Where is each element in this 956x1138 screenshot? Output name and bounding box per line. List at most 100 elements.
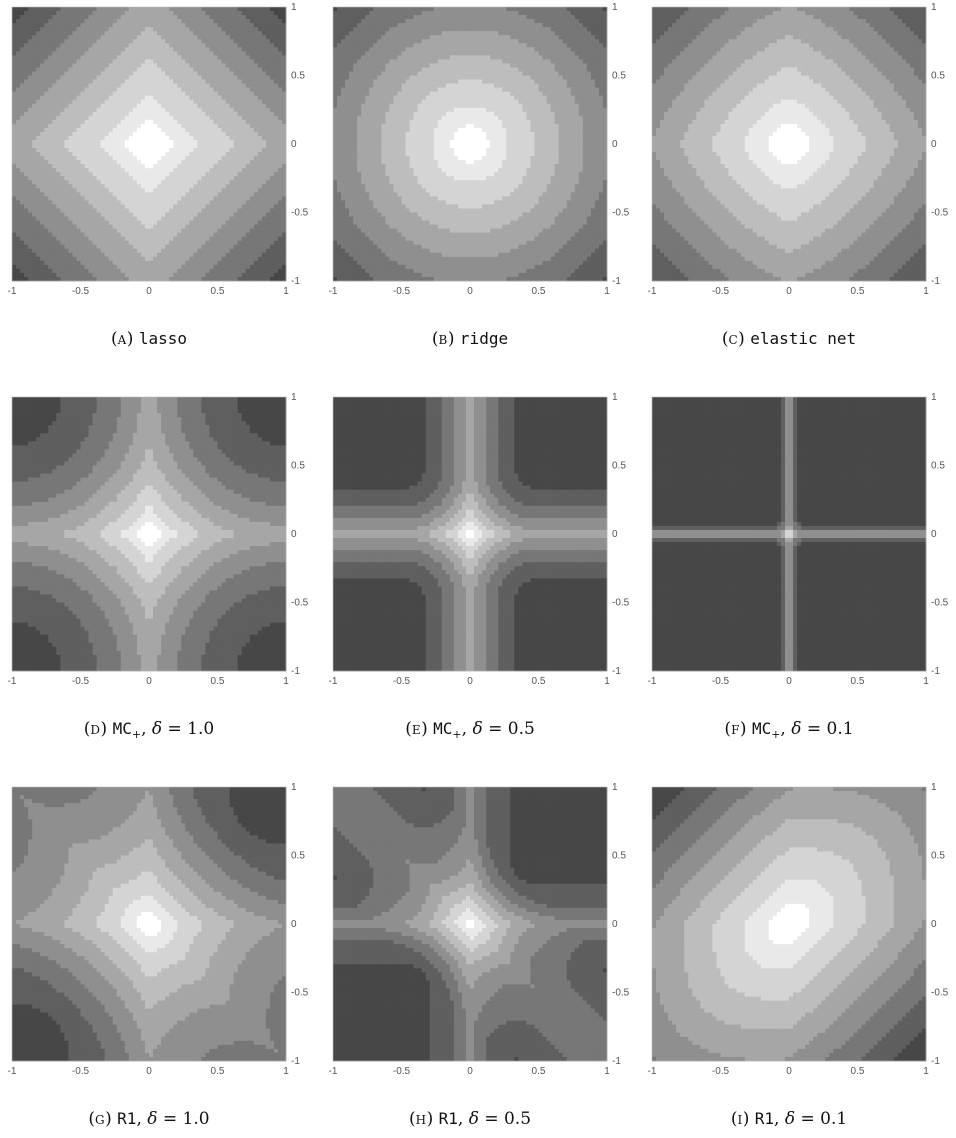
heatmap-cell: [72, 39, 76, 43]
heatmap-cell: [169, 7, 173, 11]
heatmap-cell: [40, 96, 44, 100]
heatmap-cell: [44, 140, 48, 144]
heatmap-cell: [246, 59, 250, 63]
heatmap-cell: [85, 35, 89, 39]
heatmap-cell: [157, 116, 161, 120]
heatmap-cell: [218, 168, 222, 172]
heatmap-cell: [129, 168, 133, 172]
heatmap-cell: [165, 27, 169, 31]
heatmap-cell: [193, 148, 197, 152]
heatmap-cell: [266, 176, 270, 180]
heatmap-cell: [109, 152, 113, 156]
heatmap-cell: [278, 136, 282, 140]
heatmap-cell: [85, 80, 89, 84]
heatmap-cell: [125, 88, 129, 92]
heatmap-cell: [32, 67, 36, 71]
heatmap-cell: [85, 59, 89, 63]
heatmap-cell: [89, 80, 93, 84]
heatmap-cell: [101, 43, 105, 47]
heatmap-cell: [266, 108, 270, 112]
heatmap-cell: [209, 11, 213, 15]
heatmap-cell: [16, 23, 20, 27]
heatmap-cell: [238, 23, 242, 27]
heatmap-cell: [262, 35, 266, 39]
heatmap-cell: [109, 39, 113, 43]
heatmap-cell: [149, 88, 153, 92]
heatmap-cell: [24, 156, 28, 160]
heatmap-cell: [193, 71, 197, 75]
heatmap-cell: [230, 108, 234, 112]
heatmap-cell: [137, 63, 141, 67]
heatmap-cell: [274, 168, 278, 172]
heatmap-cell: [169, 104, 173, 108]
heatmap-cell: [278, 164, 282, 168]
heatmap-cell: [52, 148, 56, 152]
heatmap-cell: [165, 100, 169, 104]
heatmap-cell: [222, 148, 226, 152]
heatmap-cell: [254, 108, 258, 112]
heatmap-cell: [125, 7, 129, 11]
heatmap-cell: [177, 88, 181, 92]
heatmap-cell: [109, 59, 113, 63]
heatmap-cell: [44, 164, 48, 168]
heatmap-cell: [12, 51, 16, 55]
heatmap-cell: [213, 124, 217, 128]
heatmap-cell: [93, 71, 97, 75]
heatmap-cell: [254, 104, 258, 108]
heatmap-cell: [226, 108, 230, 112]
heatmap-cell: [64, 144, 68, 148]
heatmap-cell: [48, 164, 52, 168]
heatmap-cell: [101, 51, 105, 55]
heatmap-cell: [105, 172, 109, 176]
heatmap-cell: [24, 124, 28, 128]
heatmap-cell: [76, 63, 80, 67]
heatmap-cell: [101, 47, 105, 51]
heatmap-cell: [121, 120, 125, 124]
heatmap-cell: [125, 156, 129, 160]
heatmap-cell: [97, 120, 101, 124]
heatmap-cell: [165, 104, 169, 108]
heatmap-cell: [93, 172, 97, 176]
heatmap-cell: [234, 140, 238, 144]
heatmap-cell: [274, 19, 278, 23]
heatmap-cell: [121, 136, 125, 140]
heatmap-cell: [89, 23, 93, 27]
heatmap-cell: [161, 67, 165, 71]
heatmap-cell: [12, 63, 16, 67]
heatmap-cell: [12, 172, 16, 176]
heatmap-cell: [282, 67, 286, 71]
heatmap-cell: [230, 59, 234, 63]
heatmap-cell: [85, 116, 89, 120]
heatmap-cell: [60, 104, 64, 108]
heatmap-cell: [185, 7, 189, 11]
heatmap-cell: [141, 120, 145, 124]
heatmap-cell: [56, 88, 60, 92]
heatmap-cell: [72, 27, 76, 31]
heatmap-cell: [197, 35, 201, 39]
heatmap-cell: [137, 71, 141, 75]
heatmap-cell: [262, 7, 266, 11]
heatmap-cell: [137, 144, 141, 148]
heatmap-cell: [32, 172, 36, 176]
heatmap-cell: [40, 47, 44, 51]
heatmap-cell: [282, 176, 286, 180]
heatmap-cell: [125, 92, 129, 96]
heatmap-cell: [250, 27, 254, 31]
heatmap-cell: [181, 136, 185, 140]
heatmap-cell: [205, 76, 209, 80]
heatmap-cell: [129, 184, 133, 188]
heatmap-cell: [60, 120, 64, 124]
heatmap-cell: [16, 144, 20, 148]
heatmap-cell: [169, 92, 173, 96]
heatmap-cell: [64, 88, 68, 92]
heatmap-cell: [209, 104, 213, 108]
heatmap-cell: [165, 156, 169, 160]
heatmap-cell: [173, 63, 177, 67]
heatmap-cell: [76, 23, 80, 27]
heatmap-cell: [222, 140, 226, 144]
heatmap-cell: [201, 43, 205, 47]
heatmap-cell: [141, 148, 145, 152]
heatmap-cell: [121, 156, 125, 160]
heatmap-cell: [101, 124, 105, 128]
heatmap-cell: [234, 27, 238, 31]
